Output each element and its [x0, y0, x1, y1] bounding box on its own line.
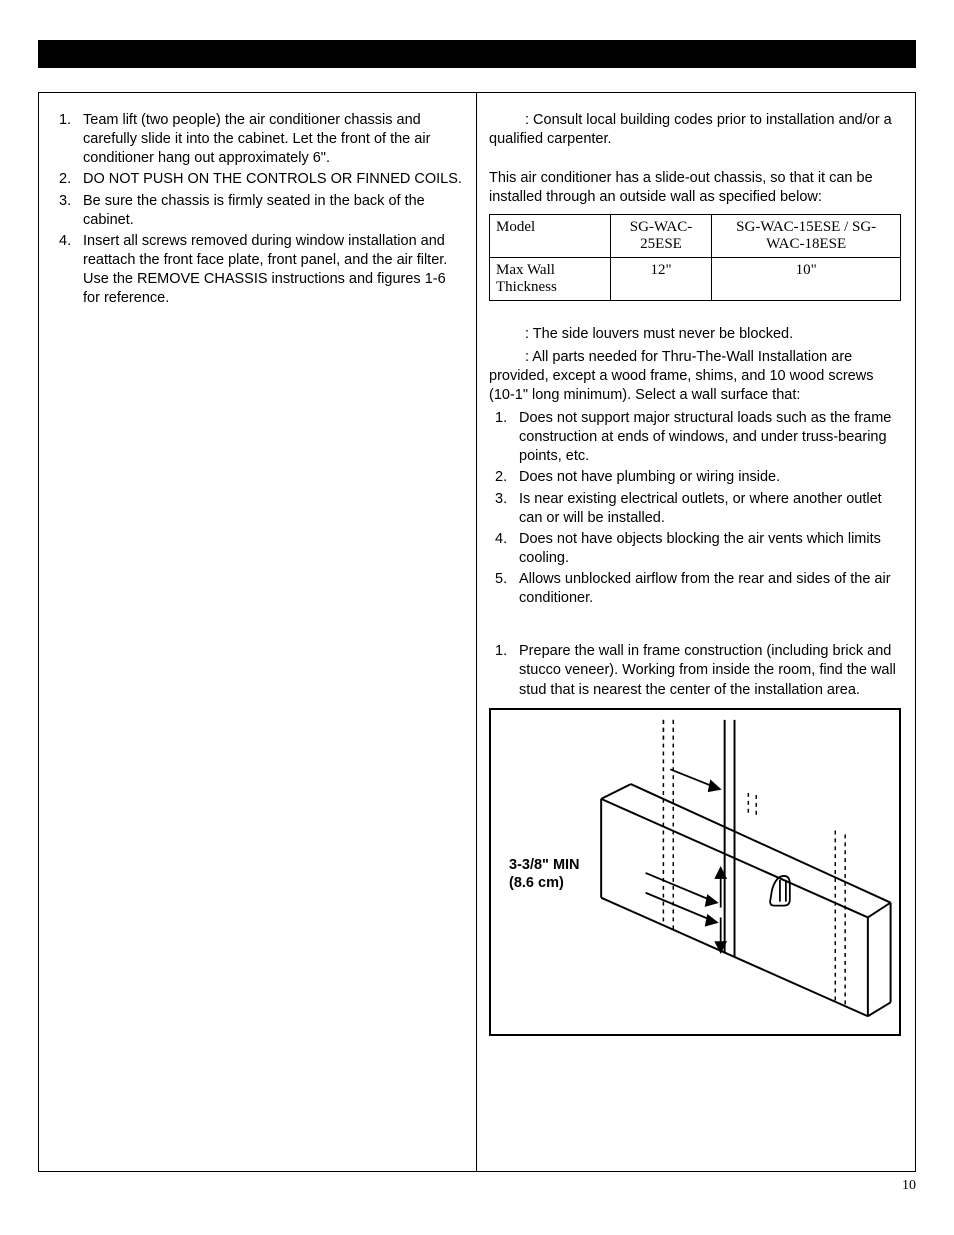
table-cell: 12": [610, 257, 712, 300]
wall-criteria-list: Does not support major structural loads …: [489, 409, 901, 608]
list-item: Team lift (two people) the air condition…: [53, 111, 466, 168]
left-column: Team lift (two people) the air condition…: [39, 93, 477, 1171]
intro-note: : Consult local building codes prior to …: [489, 111, 901, 149]
table-row: Max Wall Thickness 12" 10": [490, 257, 901, 300]
table-header: SG-WAC-15ESE / SG-WAC-18ESE: [712, 214, 901, 257]
prepare-wall-list: Prepare the wall in frame construction (…: [489, 642, 901, 699]
table-header: Model: [490, 214, 611, 257]
list-item: Be sure the chassis is firmly seated in …: [53, 192, 466, 230]
diagram-dimension-label: 3-3/8" MIN (8.6 cm): [509, 856, 580, 892]
dim-line1: 3-3/8" MIN: [509, 857, 580, 873]
chassis-note: This air conditioner has a slide-out cha…: [489, 169, 901, 207]
louver-note: : The side louvers must never be blocked…: [489, 325, 901, 344]
list-item: Insert all screws removed during window …: [53, 232, 466, 309]
list-item: Allows unblocked airflow from the rear a…: [489, 570, 901, 608]
list-item: DO NOT PUSH ON THE CONTROLS OR FINNED CO…: [53, 170, 466, 189]
spec-table: Model SG-WAC-25ESE SG-WAC-15ESE / SG-WAC…: [489, 214, 901, 301]
list-item: Does not have objects blocking the air v…: [489, 530, 901, 568]
page-number: 10: [38, 1178, 916, 1194]
right-column: : Consult local building codes prior to …: [477, 93, 915, 1171]
list-item: Is near existing electrical outlets, or …: [489, 490, 901, 528]
table-header: SG-WAC-25ESE: [610, 214, 712, 257]
table-cell: Max Wall Thickness: [490, 257, 611, 300]
list-item: Does not support major structural loads …: [489, 409, 901, 466]
dim-line2: (8.6 cm): [509, 875, 564, 891]
wall-diagram: 3-3/8" MIN (8.6 cm): [489, 708, 901, 1036]
content-container: Team lift (two people) the air condition…: [38, 92, 916, 1172]
list-item: Does not have plumbing or wiring inside.: [489, 468, 901, 487]
table-cell: 10": [712, 257, 901, 300]
parts-note: : All parts needed for Thru-The-Wall Ins…: [489, 348, 901, 405]
replace-chassis-list: Team lift (two people) the air condition…: [53, 111, 466, 308]
list-item: Prepare the wall in frame construction (…: [489, 642, 901, 699]
header-bar: [38, 40, 916, 68]
table-row: Model SG-WAC-25ESE SG-WAC-15ESE / SG-WAC…: [490, 214, 901, 257]
